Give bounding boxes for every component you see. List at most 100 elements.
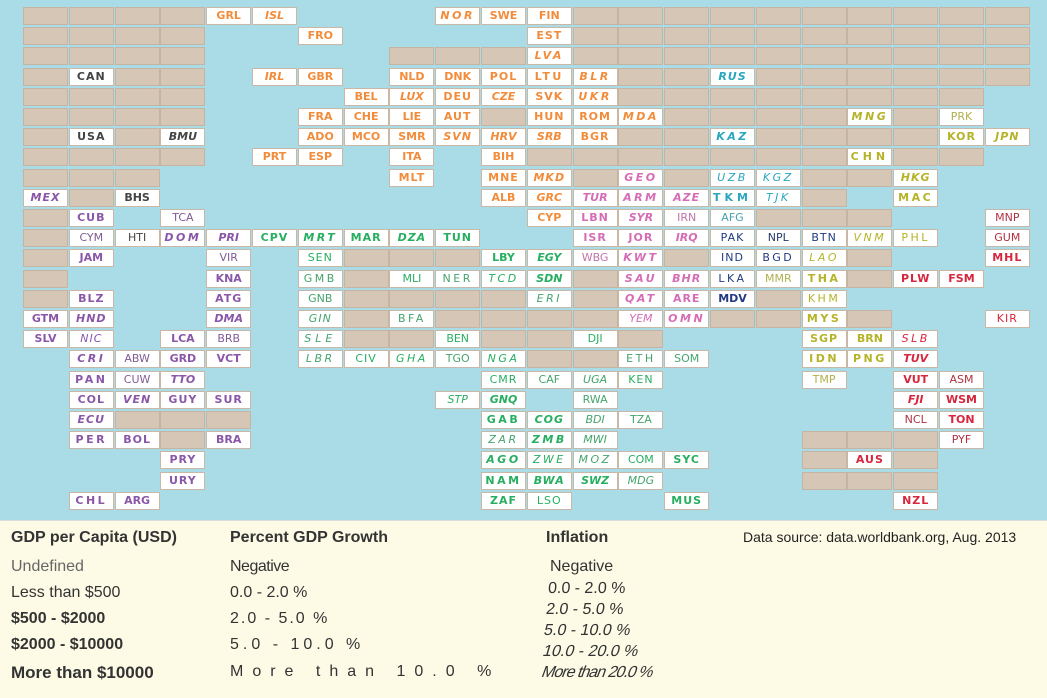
land-tile [801, 431, 847, 450]
country-tile-bol: BOL [114, 431, 160, 450]
land-tile [618, 330, 664, 349]
country-tile-ury: URY [160, 471, 206, 490]
country-tile-sdn: SDN [526, 269, 572, 288]
legend-growth-title: Percent GDP Growth [230, 529, 388, 546]
land-tile [710, 148, 755, 167]
land-tile [160, 47, 206, 66]
country-tile-eth: ETH [618, 350, 664, 369]
country-tile-gum: GUM [984, 229, 1030, 248]
country-tile-ven: VEN [114, 390, 160, 409]
country-tile-jam: JAM [68, 249, 114, 268]
land-tile [755, 67, 801, 86]
country-tile-svn: SVN [435, 128, 481, 147]
land-tile [755, 289, 801, 308]
country-tile-ner: NER [435, 269, 481, 288]
legend-growth-item: 0.0 - 2.0 % [230, 584, 308, 601]
land-tile [114, 47, 160, 66]
land-tile [526, 148, 572, 167]
land-tile [114, 67, 160, 86]
country-tile-blr: BLR [572, 67, 618, 86]
country-tile-lby: LBY [481, 249, 526, 268]
land-tile [160, 411, 206, 429]
land-tile [801, 128, 847, 147]
country-tile-bmu: BMU [160, 128, 206, 147]
country-tile-aze: AZE [664, 188, 710, 207]
land-tile [572, 350, 618, 369]
country-tile-kwt: KWT [618, 249, 664, 268]
land-tile [847, 67, 893, 86]
country-tile-gin: GIN [297, 310, 343, 328]
country-tile-irn: IRN [664, 209, 710, 227]
country-tile-che: CHE [343, 108, 389, 126]
land-tile [526, 350, 572, 369]
country-tile-mus: MUS [664, 491, 710, 510]
country-tile-deu: DEU [435, 87, 481, 106]
land-tile [664, 67, 710, 86]
country-tile-mac: MAC [893, 188, 939, 207]
country-tile-dza: DZA [389, 229, 435, 248]
country-tile-dji: DJI [572, 330, 618, 349]
land-tile [23, 168, 68, 187]
country-tile-nam: NAM [481, 471, 526, 490]
country-tile-npl: NPL [755, 229, 801, 248]
legend-inflation-item: 5.0 - 10.0 % [542, 622, 633, 639]
land-tile [618, 87, 664, 106]
country-tile-tun: TUN [435, 229, 481, 248]
country-tile-srb: SRB [526, 128, 572, 147]
land-tile [755, 27, 801, 46]
land-tile [114, 168, 160, 187]
country-tile-tha: THA [801, 269, 847, 288]
country-tile-bgr: BGR [572, 128, 618, 147]
land-tile [847, 27, 893, 46]
land-tile [114, 87, 160, 106]
country-tile-slb: SLB [893, 330, 939, 349]
land-tile [664, 27, 710, 46]
land-tile [984, 27, 1030, 46]
country-tile-hnd: HND [68, 310, 114, 328]
country-tile-gab: GAB [481, 411, 526, 429]
country-tile-bra: BRA [206, 431, 252, 450]
land-tile [847, 47, 893, 66]
land-tile [435, 249, 481, 268]
land-tile [114, 411, 160, 429]
country-tile-afg: AFG [710, 209, 755, 227]
country-tile-cri: CRI [68, 350, 114, 369]
country-tile-hti: HTI [114, 229, 160, 248]
country-tile-mco: MCO [343, 128, 389, 147]
country-tile-lie: LIE [389, 108, 435, 126]
land-tile [572, 7, 618, 25]
land-tile [68, 27, 114, 46]
country-tile-esp: ESP [297, 148, 343, 167]
land-tile [618, 67, 664, 86]
land-tile [114, 148, 160, 167]
land-tile [801, 148, 847, 167]
country-tile-gmb: GMB [297, 269, 343, 288]
land-tile [755, 310, 801, 328]
land-tile [389, 289, 435, 308]
land-tile [23, 47, 68, 66]
land-tile [755, 128, 801, 147]
land-tile [893, 108, 939, 126]
country-tile-nga: NGA [481, 350, 526, 369]
land-tile [435, 289, 481, 308]
country-tile-lca: LCA [160, 330, 206, 349]
land-tile [23, 128, 68, 147]
land-tile [68, 87, 114, 106]
land-tile [893, 128, 939, 147]
country-tile-can: CAN [68, 67, 114, 86]
country-tile-est: EST [526, 27, 572, 46]
country-tile-ita: ITA [389, 148, 435, 167]
land-tile [939, 67, 984, 86]
land-tile [526, 330, 572, 349]
land-tile [160, 27, 206, 46]
country-tile-mli: MLI [389, 269, 435, 288]
country-tile-sau: SAU [618, 269, 664, 288]
land-tile [939, 148, 984, 167]
country-tile-plw: PLW [893, 269, 939, 288]
country-tile-tur: TUR [572, 188, 618, 207]
country-tile-mng: MNG [847, 108, 893, 126]
land-tile [710, 310, 755, 328]
land-tile [114, 7, 160, 25]
country-tile-gbr: GBR [297, 67, 343, 86]
land-tile [664, 249, 710, 268]
